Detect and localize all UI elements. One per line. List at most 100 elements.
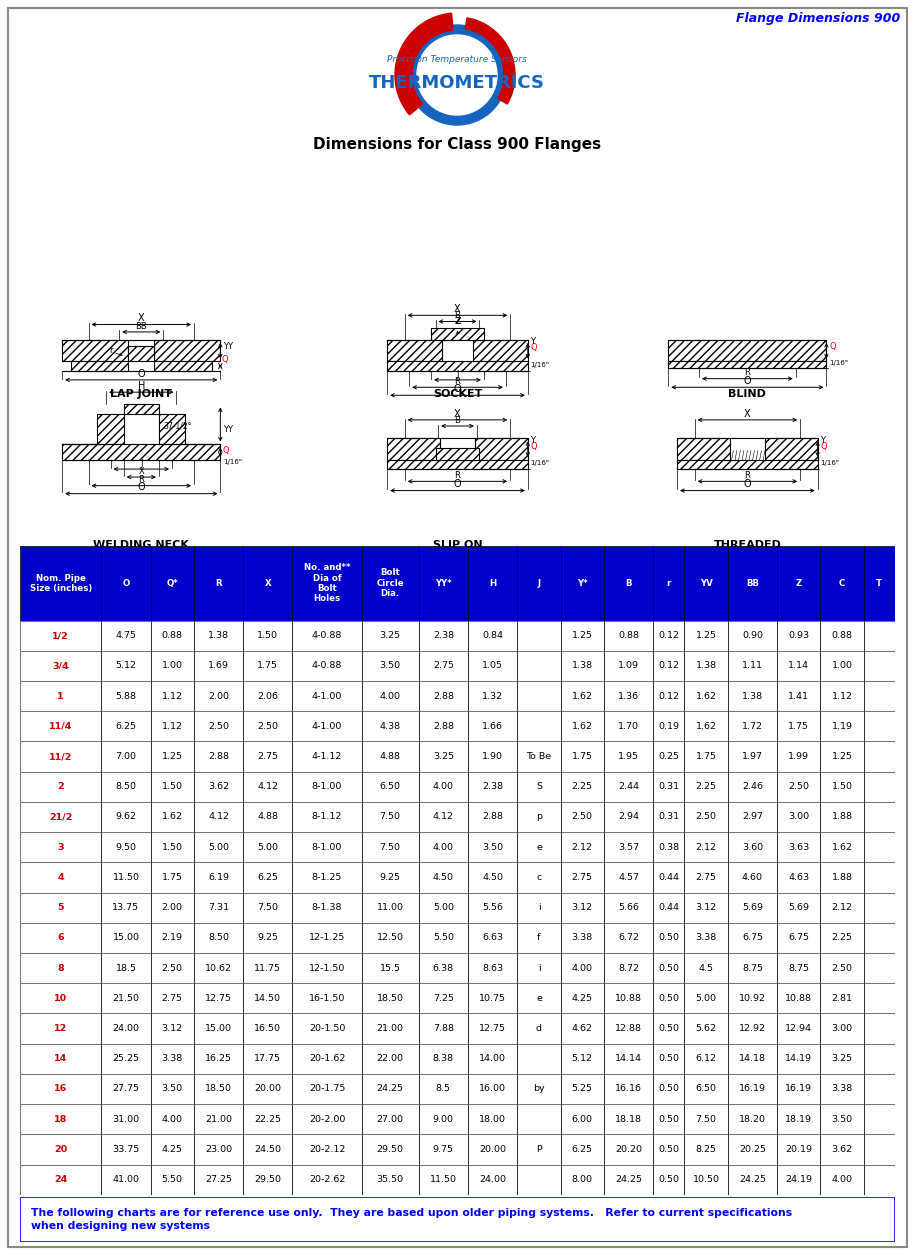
Bar [777, 862, 821, 892]
Bar [517, 1074, 561, 1104]
Bar [821, 742, 864, 772]
Bar [419, 1044, 468, 1074]
Bar [102, 620, 151, 651]
Text: 4.60: 4.60 [742, 873, 763, 882]
Bar [20, 772, 895, 802]
Text: 6.12: 6.12 [695, 1054, 716, 1063]
Text: 20: 20 [54, 1145, 68, 1153]
Text: 6.50: 6.50 [380, 782, 401, 791]
Text: 1.69: 1.69 [208, 661, 229, 670]
Text: 0.50: 0.50 [658, 1084, 679, 1093]
Bar [864, 1165, 895, 1195]
Polygon shape [71, 361, 128, 370]
Text: Precision Temperature Sensors: Precision Temperature Sensors [387, 55, 527, 64]
Text: 24.00: 24.00 [479, 1175, 506, 1185]
Bar [468, 862, 517, 892]
Bar [361, 832, 419, 862]
Text: 1.75: 1.75 [572, 752, 593, 761]
Text: 1.38: 1.38 [742, 692, 763, 700]
Text: 1.25: 1.25 [162, 752, 183, 761]
Text: 1/16": 1/16" [531, 361, 549, 368]
Polygon shape [677, 438, 730, 459]
Polygon shape [475, 438, 528, 459]
Text: 3.38: 3.38 [162, 1054, 183, 1063]
Text: 4-1.12: 4-1.12 [312, 752, 342, 761]
Bar [151, 1104, 194, 1135]
Text: 2.12: 2.12 [832, 904, 853, 912]
Text: 1.62: 1.62 [572, 692, 593, 700]
Text: SOCKET: SOCKET [433, 389, 482, 399]
Bar [604, 862, 653, 892]
Text: 20-2.12: 20-2.12 [309, 1145, 345, 1153]
Text: J: J [457, 370, 458, 379]
Text: 12.88: 12.88 [615, 1024, 642, 1033]
Text: 10.88: 10.88 [785, 994, 813, 1003]
Text: 2.06: 2.06 [257, 692, 278, 700]
Text: 1/16": 1/16" [531, 459, 549, 466]
Text: 1.50: 1.50 [257, 631, 278, 640]
Text: X: X [454, 409, 461, 419]
Text: 16.50: 16.50 [254, 1024, 281, 1033]
Text: 4.00: 4.00 [572, 964, 593, 973]
Text: 2: 2 [58, 782, 64, 791]
Bar [20, 802, 102, 832]
Bar [604, 681, 653, 712]
Bar [20, 832, 895, 862]
Text: 10.62: 10.62 [205, 964, 232, 973]
Bar [864, 1135, 895, 1165]
Bar [684, 1165, 727, 1195]
Bar [243, 922, 293, 953]
Text: 1.70: 1.70 [618, 722, 639, 730]
Text: 1.97: 1.97 [742, 752, 763, 761]
Bar [20, 712, 102, 742]
Text: 6: 6 [58, 934, 64, 943]
Text: O: O [744, 479, 751, 489]
Text: 2.75: 2.75 [572, 873, 593, 882]
Bar [468, 953, 517, 983]
Bar [194, 953, 243, 983]
Text: 9.25: 9.25 [380, 873, 401, 882]
Text: 12.75: 12.75 [205, 994, 232, 1003]
Text: 1.05: 1.05 [482, 661, 503, 670]
Bar [361, 892, 419, 922]
Text: 20-1.75: 20-1.75 [309, 1084, 345, 1093]
Bar [419, 983, 468, 1014]
Text: 9.00: 9.00 [433, 1114, 454, 1123]
Text: 0.88: 0.88 [162, 631, 183, 640]
Text: c: c [536, 873, 542, 882]
Bar [20, 681, 895, 712]
Bar [604, 1044, 653, 1074]
Text: 14.19: 14.19 [785, 1054, 813, 1063]
Bar [468, 1104, 517, 1135]
Text: 21.00: 21.00 [205, 1114, 232, 1123]
Bar [684, 832, 727, 862]
Text: 3.12: 3.12 [695, 904, 716, 912]
Bar [468, 1044, 517, 1074]
Text: B: B [455, 415, 460, 424]
Bar [419, 712, 468, 742]
Bar [419, 546, 468, 620]
Bar [517, 772, 561, 802]
Text: 10.75: 10.75 [479, 994, 506, 1003]
Text: 9.75: 9.75 [433, 1145, 454, 1153]
Bar [468, 712, 517, 742]
Text: Nom. Pipe
Size (inches): Nom. Pipe Size (inches) [29, 574, 92, 592]
Bar [293, 983, 361, 1014]
Polygon shape [155, 340, 221, 361]
Bar [419, 651, 468, 681]
Polygon shape [465, 18, 515, 104]
Polygon shape [668, 361, 826, 368]
Text: YY*: YY* [435, 579, 452, 587]
Bar [864, 742, 895, 772]
Polygon shape [677, 459, 818, 469]
Polygon shape [128, 346, 155, 361]
Bar [361, 983, 419, 1014]
Text: 3/4: 3/4 [52, 661, 69, 670]
Text: O: O [137, 482, 145, 492]
Text: e: e [536, 842, 542, 852]
Bar [468, 1165, 517, 1195]
Bar [517, 712, 561, 742]
Text: 1.88: 1.88 [832, 812, 853, 822]
Text: 20-2.00: 20-2.00 [309, 1114, 345, 1123]
Bar [20, 620, 895, 651]
